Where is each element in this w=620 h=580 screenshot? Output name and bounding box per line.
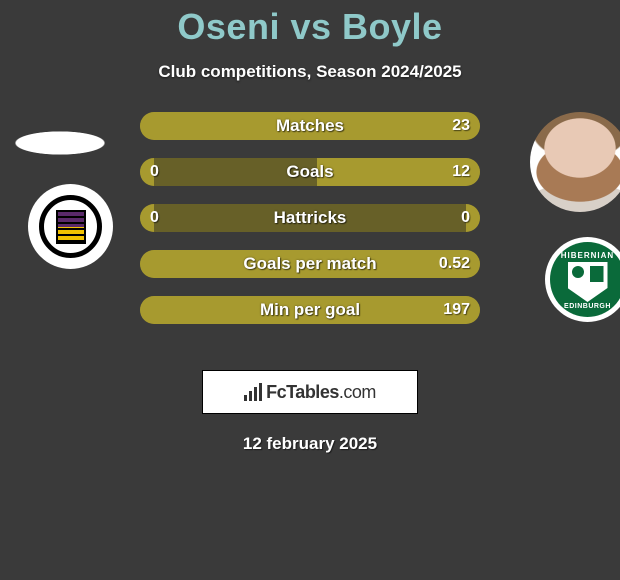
stat-bar-row: Hattricks0 0 [140,204,480,232]
player2-photo [530,112,620,212]
comparison-title: Oseni vs Boyle [0,0,620,48]
stat-bar-label: Hattricks [140,204,480,232]
hibernian-badge-inner: HIBERNIAN EDINBURGH [550,242,620,317]
hibernian-bottom-text: EDINBURGH [564,303,611,310]
stat-bar-value-right: 197 [443,296,470,324]
player1-club-badge [28,184,113,269]
player2-name: Boyle [342,6,443,47]
stat-bar-value-left: 0 [150,204,159,232]
player2-club-badge: HIBERNIAN EDINBURGH [545,237,620,322]
stat-bar-value-left: 0 [150,158,159,186]
hibernian-top-text: HIBERNIAN [561,251,614,260]
player1-photo [10,130,110,156]
fctables-logo-box: FcTables.com [202,370,418,414]
stat-bar-row: Goals per match0.52 [140,250,480,278]
stat-bar-label: Matches [140,112,480,140]
comparison-content: HIBERNIAN EDINBURGH Matches23Goals012Hat… [0,112,620,362]
stat-bar-value-right: 0 [461,204,470,232]
date-line: 12 february 2025 [0,434,620,454]
logo-brand: FcTables [266,382,339,402]
stat-bar-row: Min per goal197 [140,296,480,324]
stat-bars-container: Matches23Goals012Hattricks00Goals per ma… [140,112,480,342]
bar-chart-icon [244,383,262,401]
stat-bar-label: Min per goal [140,296,480,324]
vs-word: vs [290,6,331,47]
logo-suffix: .com [339,382,376,402]
stat-bar-row: Goals0 12 [140,158,480,186]
stat-bar-label: Goals per match [140,250,480,278]
stat-bar-label: Goals [140,158,480,186]
player1-name: Oseni [177,6,280,47]
fctables-logo-text: FcTables.com [266,382,376,403]
subtitle: Club competitions, Season 2024/2025 [0,62,620,82]
stat-bar-value-right: 23 [452,112,470,140]
stat-bar-value-right: 0.52 [439,250,470,278]
stat-bar-value-right: 12 [452,158,470,186]
stmirren-badge-inner [39,195,102,258]
stat-bar-row: Matches23 [140,112,480,140]
hibernian-shield-icon [568,262,608,302]
stmirren-shield-icon [56,210,86,244]
